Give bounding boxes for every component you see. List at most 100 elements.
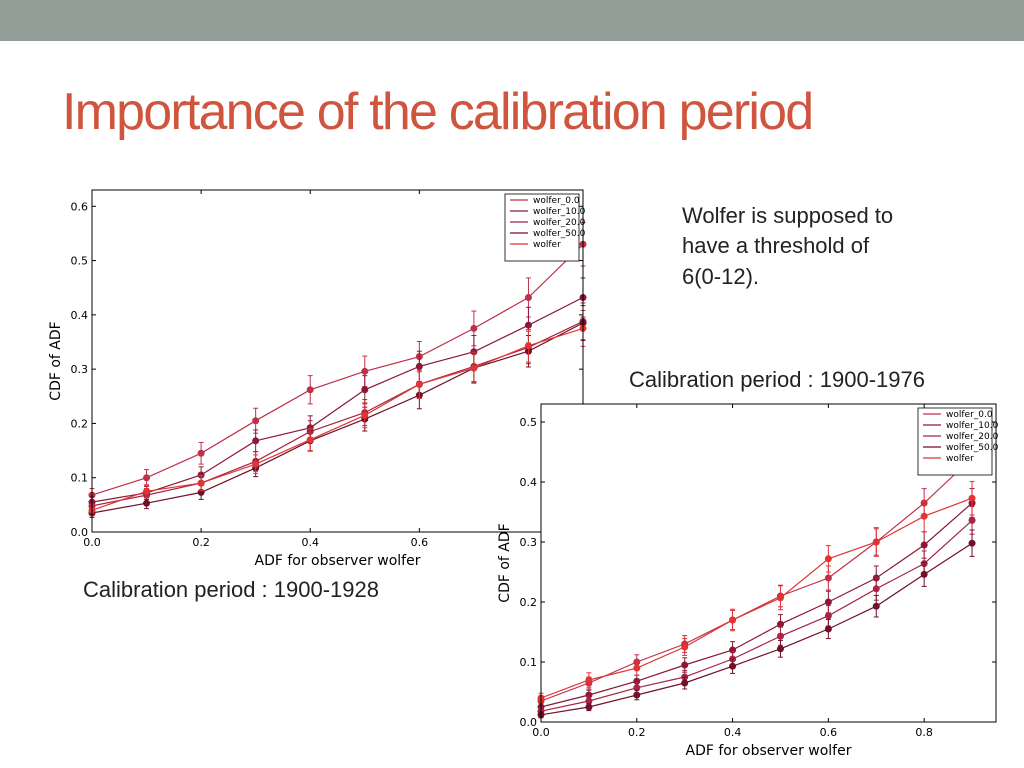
x-tick-label: 0.0 — [83, 536, 101, 549]
data-point — [415, 380, 423, 388]
series-line — [540, 457, 973, 702]
y-tick-label: 0.2 — [520, 596, 538, 609]
data-point — [470, 364, 478, 372]
x-tick-label: 0.2 — [628, 726, 646, 739]
legend-entry: wolfer — [946, 454, 974, 464]
legend: wolfer_0.0wolfer_10.0wolfer_20.0wolfer_5… — [504, 193, 586, 262]
legend: wolfer_0.0wolfer_10.0wolfer_20.0wolfer_5… — [917, 407, 999, 476]
series-line — [540, 497, 973, 699]
series-line — [91, 327, 584, 511]
legend-entry: wolfer_10.0 — [533, 207, 586, 217]
data-point — [824, 612, 832, 620]
x-tick-label: 0.8 — [915, 726, 933, 739]
chart-calibration-1900-1928: 0.0 0.2 0.4 0.6 0.0 0.1 0.2 0.3 0.4 0.5 0.6 ADF for… — [48, 189, 587, 569]
data-point — [143, 487, 151, 495]
legend-entry: wolfer_20.0 — [946, 432, 999, 442]
legend-entry: wolfer — [533, 240, 561, 250]
series-line — [91, 322, 584, 514]
series-line — [540, 502, 973, 708]
data-point — [824, 574, 832, 582]
y-tick-label: 0.0 — [71, 526, 89, 539]
chart-calibration-1900-1976: 0.0 0.2 0.4 0.6 0.8 0.0 0.1 0.2 0.3 0.4 0.5 ADF for… — [497, 403, 999, 759]
data-point — [252, 437, 260, 445]
data-point — [306, 436, 314, 444]
data-point — [824, 625, 832, 633]
x-axis-label: ADF for observer wolfer — [255, 553, 421, 569]
legend-entry: wolfer_0.0 — [946, 410, 993, 420]
series-line — [91, 296, 584, 503]
data-point — [824, 598, 832, 606]
y-tick-label: 0.1 — [71, 472, 89, 485]
data-point — [729, 616, 737, 624]
data-point — [252, 417, 260, 425]
data-point — [968, 539, 976, 547]
data-point — [415, 362, 423, 370]
legend-entry: wolfer_10.0 — [946, 421, 999, 431]
y-tick-label: 0.5 — [71, 255, 89, 268]
x-tick-label: 0.4 — [301, 536, 319, 549]
x-tick-label: 0.6 — [411, 536, 429, 549]
x-tick-label: 0.2 — [192, 536, 210, 549]
data-point — [729, 662, 737, 670]
slide-title: Importance of the calibration period — [62, 83, 814, 141]
data-point — [361, 386, 369, 394]
data-point — [968, 516, 976, 524]
data-point — [776, 594, 784, 602]
data-point — [361, 411, 369, 419]
data-point — [872, 602, 880, 610]
data-point — [524, 321, 532, 329]
legend-entry: wolfer_50.0 — [533, 229, 586, 239]
data-point — [585, 703, 593, 711]
data-point — [585, 676, 593, 684]
data-point — [143, 474, 151, 482]
data-point — [143, 499, 151, 507]
y-tick-label: 0.6 — [71, 200, 89, 213]
x-tick-label: 0.4 — [724, 726, 742, 739]
data-point — [524, 342, 532, 350]
top-accent-bar — [0, 0, 1024, 41]
legend-box — [504, 193, 580, 262]
data-point — [776, 632, 784, 640]
note-line: 6(0-12). — [682, 264, 760, 289]
data-point — [681, 661, 689, 669]
plot-area — [92, 190, 583, 532]
y-tick-label: 0.3 — [520, 536, 538, 549]
plot-frame — [540, 403, 997, 723]
y-axis-label: CDF of ADF — [48, 321, 64, 400]
legend-entry: wolfer_50.0 — [946, 443, 999, 453]
y-tick-label: 0.5 — [520, 416, 538, 429]
note-line: Wolfer is supposed to — [682, 203, 894, 228]
x-tick-label: 0.6 — [820, 726, 838, 739]
data-point — [776, 620, 784, 628]
y-tick-label: 0.2 — [71, 417, 89, 430]
data-point — [824, 555, 832, 563]
y-tick-label: 0.0 — [520, 716, 538, 729]
data-point — [306, 386, 314, 394]
note-line: have a threshold of — [682, 233, 870, 258]
data-point — [524, 293, 532, 301]
legend-entry: wolfer_20.0 — [533, 218, 586, 228]
data-point — [197, 479, 205, 487]
y-axis-label: CDF of ADF — [497, 523, 513, 602]
data-point — [872, 585, 880, 593]
data-point — [920, 541, 928, 549]
legend-entry: wolfer_0.0 — [533, 196, 580, 206]
data-point — [776, 645, 784, 653]
legend-box — [917, 407, 993, 476]
series-wolfer_50.0 — [537, 529, 976, 719]
data-point — [361, 367, 369, 375]
series-line — [540, 519, 973, 712]
data-point — [872, 538, 880, 546]
data-point — [633, 664, 641, 672]
y-tick-label: 0.4 — [71, 309, 89, 322]
data-point — [968, 494, 976, 502]
y-tick-label: 0.3 — [71, 363, 89, 376]
data-point — [252, 460, 260, 468]
data-point — [920, 570, 928, 578]
data-point — [633, 691, 641, 699]
data-point — [470, 324, 478, 332]
y-tick-label: 0.1 — [520, 656, 538, 669]
data-point — [681, 643, 689, 651]
x-tick-label: 0.0 — [532, 726, 550, 739]
data-point — [681, 679, 689, 687]
